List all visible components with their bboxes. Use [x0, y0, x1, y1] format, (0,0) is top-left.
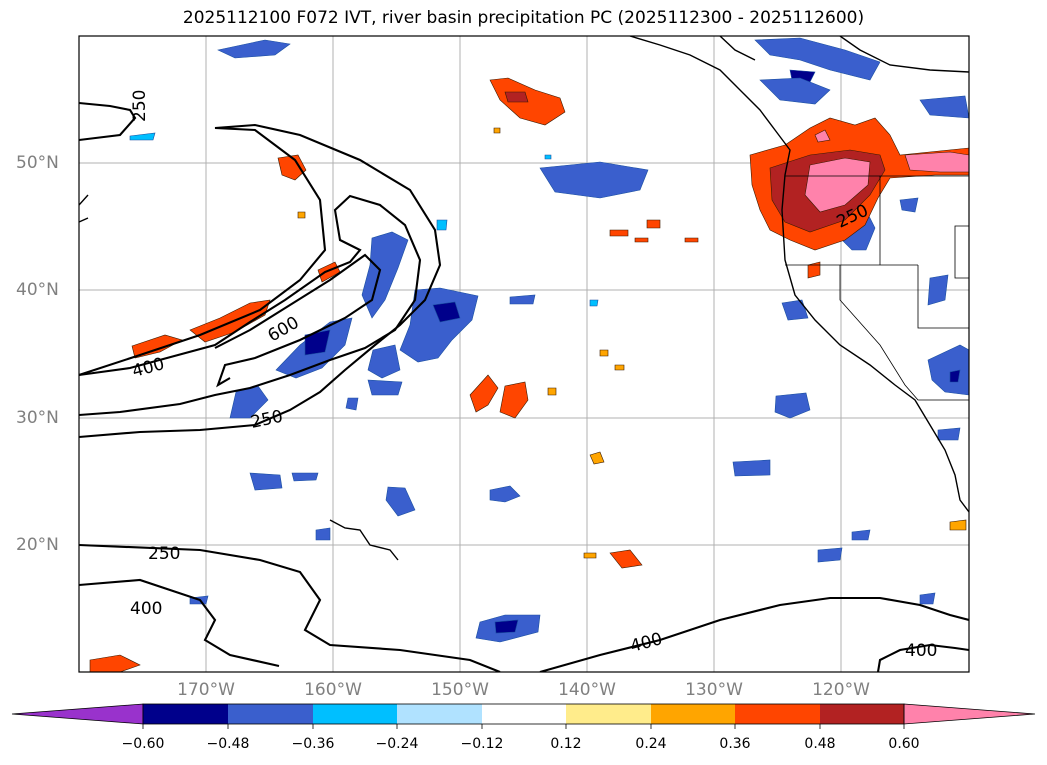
lon-label: 150°W — [431, 680, 489, 700]
colorbar-segment — [228, 704, 313, 724]
positive-precip-regions — [89, 77, 969, 672]
negative-precip-regions — [129, 37, 969, 643]
lat-label: 40°N — [16, 280, 59, 300]
colorbar-extend-high — [903, 703, 1036, 725]
lat-label: 20°N — [16, 535, 59, 555]
colorbar-segment — [735, 704, 820, 724]
ivt-label: 400 — [905, 641, 937, 661]
lat-label: 50°N — [16, 153, 59, 173]
lon-label: 140°W — [558, 680, 616, 700]
colorbar-tick-label: −0.24 — [375, 736, 419, 752]
lat-label: 30°N — [16, 408, 59, 428]
colorbar-outline — [142, 703, 905, 725]
colorbar-segment — [313, 704, 397, 724]
colorbar-extend-low — [11, 703, 144, 725]
colorbar-segment — [397, 704, 482, 724]
ivt-label: 250 — [130, 90, 150, 122]
coastlines — [79, 36, 969, 561]
colorbar-tick-label: −0.12 — [460, 736, 504, 752]
map-title: 2025112100 F072 IVT, river basin precipi… — [182, 8, 865, 28]
colorbar-tick-label: −0.60 — [121, 736, 165, 752]
colorbar-segment — [566, 704, 651, 724]
lon-label: 170°W — [177, 680, 235, 700]
colorbar-segment — [143, 704, 228, 724]
ivt-contours — [79, 101, 969, 672]
map-plot-area: 250 400 600 250 250 400 250 400 400 — [79, 36, 969, 672]
colorbar-segment — [651, 704, 735, 724]
lon-label: 160°W — [304, 680, 362, 700]
ivt-label: 400 — [628, 629, 665, 657]
colorbar-segment — [820, 704, 904, 724]
colorbar-tick-label: 0.48 — [804, 736, 836, 752]
colorbar-tick-label: 0.12 — [550, 736, 582, 752]
map-frame — [78, 35, 970, 673]
colorbar-tick-label: −0.36 — [291, 736, 335, 752]
lon-label: 120°W — [812, 680, 870, 700]
colorbar-tick-label: 0.60 — [888, 736, 920, 752]
colorbar — [11, 703, 1036, 729]
ivt-label: 400 — [130, 599, 162, 619]
ivt-label: 250 — [148, 544, 180, 564]
colorbar-tick-label: −0.48 — [206, 736, 250, 752]
colorbar-segment — [482, 704, 566, 724]
colorbar-ticks — [142, 724, 905, 729]
colorbar-tick-label: 0.36 — [719, 736, 751, 752]
boundaries — [785, 175, 969, 401]
lon-label: 130°W — [685, 680, 743, 700]
ivt-label: 400 — [130, 354, 167, 382]
colorbar-tick-label: 0.24 — [635, 736, 667, 752]
